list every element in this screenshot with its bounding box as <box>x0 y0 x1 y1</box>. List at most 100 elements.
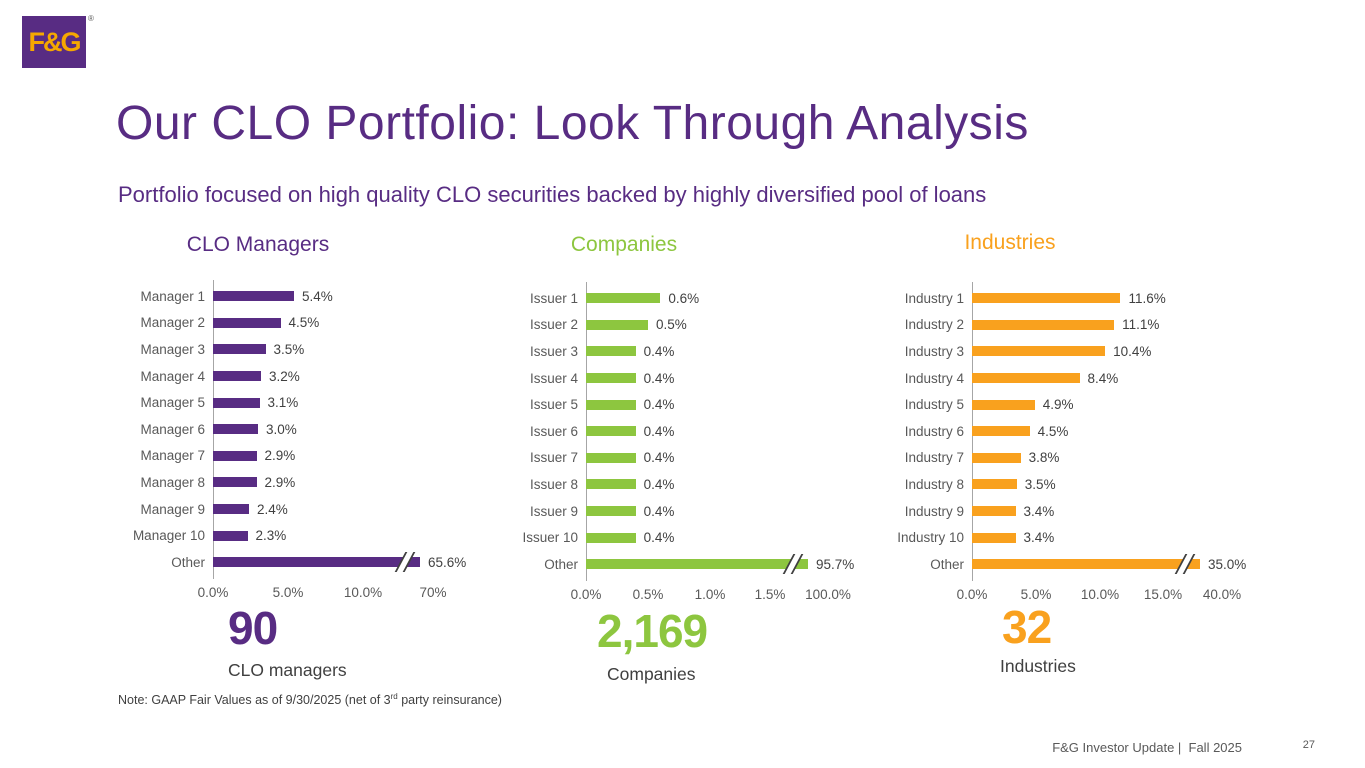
bar-category-label: Manager 3 <box>140 341 205 357</box>
x-axis-tick-label: 70% <box>419 584 447 600</box>
bar-row: Industry 4 8.4% <box>884 365 1246 392</box>
bar-category-label: Issuer 1 <box>529 290 578 306</box>
bar-category-label: Industry 2 <box>904 317 964 333</box>
bar <box>213 317 281 328</box>
bar-value-label: 4.5% <box>1037 423 1069 439</box>
bar <box>586 373 636 384</box>
bar-value-label: 2.3% <box>255 528 287 544</box>
x-axis-tick-label: 0.0% <box>197 584 229 600</box>
summary-stat-label: CLO managers <box>228 660 347 680</box>
bar-row: Issuer 6 0.4% <box>500 418 854 445</box>
bar <box>213 371 261 382</box>
bar-value-label: 3.5% <box>273 341 305 357</box>
bar-row: Industry 2 11.1% <box>884 312 1246 339</box>
bar-row: Industry 10 3.4% <box>884 524 1246 551</box>
bar-row: Issuer 2 0.5% <box>500 312 854 339</box>
bar-category-label: Issuer 7 <box>529 450 578 466</box>
bar <box>972 426 1030 437</box>
bar-value-label: 2.9% <box>264 474 296 490</box>
bar-category-label: Manager 5 <box>140 395 205 411</box>
bar-category-label: Manager 7 <box>140 448 205 464</box>
axis-break-icon <box>782 554 804 575</box>
bar <box>972 293 1121 304</box>
x-axis-tick-label: 1.0% <box>694 586 726 602</box>
x-axis-tick-label: 1.5% <box>754 586 786 602</box>
footnote: Note: GAAP Fair Values as of 9/30/2025 (… <box>118 692 502 707</box>
bar-category-label: Industry 5 <box>904 397 964 413</box>
bar <box>586 293 661 304</box>
bar-row: Issuer 10 0.4% <box>500 524 854 551</box>
bar-value-label: 5.4% <box>302 288 333 304</box>
bar-row: Issuer 5 0.4% <box>500 391 854 418</box>
bar-row: Industry 5 4.9% <box>884 391 1246 418</box>
bar <box>213 291 294 302</box>
bar-value-label: 2.4% <box>257 501 288 517</box>
summary-stat-label: Companies <box>607 664 696 684</box>
bar <box>213 397 260 408</box>
bar <box>586 554 808 575</box>
bar <box>213 344 266 355</box>
bar-value-label: 0.5% <box>656 317 687 333</box>
bar-row: Industry 6 4.5% <box>884 418 1246 445</box>
bar-value-label: 3.4% <box>1023 530 1055 546</box>
bar-row: Manager 3 3.5% <box>100 336 466 363</box>
bar-category-label: Industry 7 <box>904 450 964 466</box>
bar-value-label: 2.9% <box>264 448 296 464</box>
bar-value-label: 35.0% <box>1208 556 1247 572</box>
bar-value-label: 0.4% <box>643 476 675 492</box>
bar-value-label: 10.4% <box>1113 343 1152 359</box>
bar-category-label: Industry 9 <box>904 503 964 519</box>
bar-category-label: Other <box>930 556 964 572</box>
bar <box>972 346 1106 357</box>
page-number: 27 <box>1302 739 1315 751</box>
bar-row: Issuer 7 0.4% <box>500 445 854 472</box>
bar-value-label: 3.5% <box>1024 476 1056 492</box>
x-axis-tick-label: 0.0% <box>956 586 988 602</box>
bar-value-label: 0.4% <box>643 450 675 466</box>
bar-value-label: 0.4% <box>643 530 675 546</box>
fg-logo: F&G <box>22 16 86 68</box>
bar <box>586 426 636 437</box>
bar-row: Issuer 9 0.4% <box>500 498 854 525</box>
bar-row: Issuer 3 0.4% <box>500 338 854 365</box>
x-axis-tick-label: 0.0% <box>570 586 602 602</box>
bar-row: Industry 7 3.8% <box>884 445 1246 472</box>
bar <box>213 424 258 435</box>
bar-row: Other 35.0% <box>884 551 1246 578</box>
bar-row: Industry 9 3.4% <box>884 498 1246 525</box>
bar-row: Manager 7 2.9% <box>100 443 466 470</box>
chart-clo-managers: CLO Managers Manager 1 5.4% Manager 2 4.5% Ma… <box>100 233 467 680</box>
bar-category-label: Industry 8 <box>904 476 964 492</box>
bar-category-label: Issuer 6 <box>529 423 578 439</box>
bar-category-label: Issuer 10 <box>522 530 578 546</box>
bar-row: Industry 8 3.5% <box>884 471 1246 498</box>
x-axis-tick-label: 40.0% <box>1202 586 1242 602</box>
bar <box>586 399 636 410</box>
bar-row: Manager 1 5.4% <box>100 283 466 310</box>
bar-category-label: Manager 8 <box>140 474 205 490</box>
bar-category-label: Industry 1 <box>904 290 964 306</box>
fg-logo-text: F&G <box>28 26 82 57</box>
bar-category-label: Industry 3 <box>904 343 964 359</box>
bar-value-label: 65.6% <box>428 554 467 570</box>
x-axis-tick-label: 5.0% <box>272 584 304 600</box>
bar-category-label: Manager 4 <box>140 368 205 384</box>
bar <box>972 554 1200 575</box>
footnote-superscript: rd <box>390 692 398 701</box>
bar-value-label: 0.4% <box>643 370 675 386</box>
bar-value-label: 0.4% <box>643 397 675 413</box>
footnote-text: Note: GAAP Fair Values as of 9/30/2025 (… <box>118 693 391 708</box>
bar <box>972 452 1021 463</box>
bar-row: Other 95.7% <box>500 551 854 578</box>
chart-title: CLO Managers <box>186 233 330 256</box>
bar-category-label: Issuer 9 <box>529 503 578 519</box>
bar-value-label: 3.0% <box>266 421 297 437</box>
bar-value-label: 3.1% <box>267 395 299 411</box>
page-subtitle: Portfolio focused on high quality CLO se… <box>118 182 987 207</box>
summary-stat-value: 2,169 <box>597 605 708 657</box>
bar <box>586 479 636 490</box>
bar <box>213 530 248 541</box>
axis-break-icon <box>394 552 416 573</box>
bar-row: Issuer 1 0.6% <box>500 285 854 312</box>
